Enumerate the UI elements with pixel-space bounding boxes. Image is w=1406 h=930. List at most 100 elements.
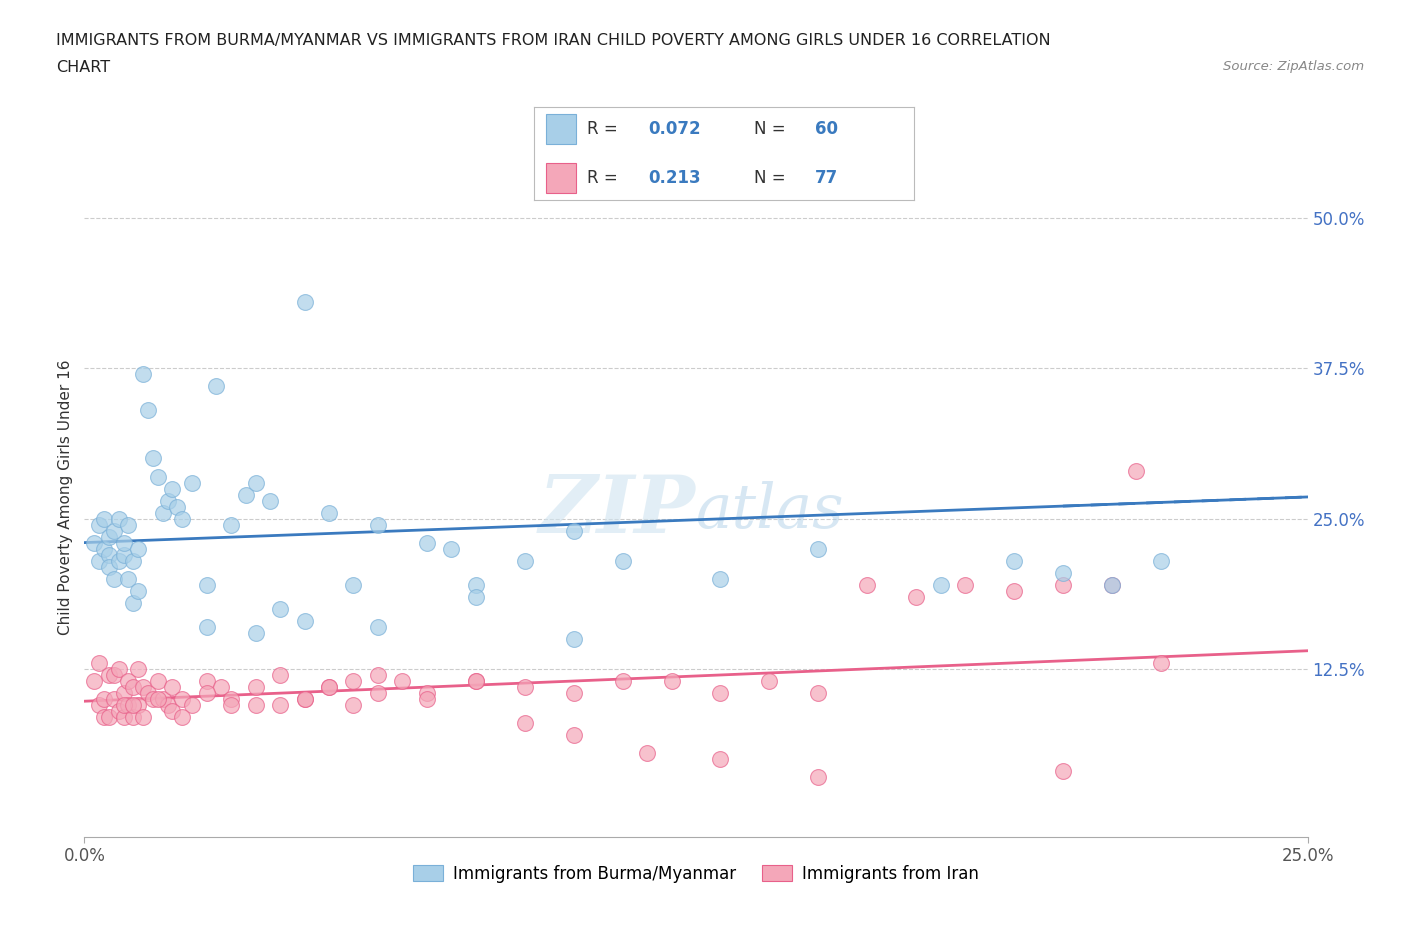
Point [87,553,110,568]
Point [367,619,389,634]
Point [209,679,232,694]
Point [103,691,125,706]
Point [83,673,105,688]
Point [391,673,413,688]
Point [87,656,110,671]
Text: R =: R = [588,168,623,187]
Point [709,751,731,766]
Point [162,679,184,694]
Point [294,295,316,310]
Point [269,602,291,617]
Point [464,673,486,688]
Point [513,553,536,568]
Point [146,469,169,484]
Point [117,571,139,586]
Text: N =: N = [755,120,792,139]
Point [162,703,184,718]
Point [807,541,830,556]
Point [562,727,585,742]
Point [612,553,634,568]
Point [97,547,120,562]
Point [87,517,110,532]
Point [132,367,155,382]
Point [142,691,165,706]
Text: CHART: CHART [56,60,110,75]
Point [93,541,115,556]
Point [122,595,145,610]
Point [219,698,242,712]
Point [103,668,125,683]
Point [661,673,683,688]
Bar [546,114,576,144]
Point [245,475,267,490]
Point [1052,565,1074,580]
Point [112,547,135,562]
Point [562,685,585,700]
Point [152,505,174,520]
Point [1101,578,1123,592]
Point [464,578,486,592]
Point [1002,583,1025,598]
Point [219,691,242,706]
Point [513,715,536,730]
Point [1052,578,1074,592]
Point [245,679,267,694]
Point [97,529,120,544]
Text: IMMIGRANTS FROM BURMA/MYANMAR VS IMMIGRANTS FROM IRAN CHILD POVERTY AMONG GIRLS : IMMIGRANTS FROM BURMA/MYANMAR VS IMMIGRA… [56,33,1050,47]
Point [294,691,316,706]
Point [195,619,218,634]
Point [93,691,115,706]
Point [172,710,194,724]
Point [156,698,179,712]
Point [156,493,179,508]
Point [172,512,194,526]
Point [146,673,169,688]
Point [1150,656,1173,671]
Point [107,512,129,526]
Point [166,499,188,514]
Point [117,673,139,688]
Point [905,590,928,604]
Point [181,475,204,490]
Point [142,451,165,466]
Point [953,578,976,592]
Point [259,493,281,508]
Point [1101,578,1123,592]
Point [1002,553,1025,568]
Point [1150,553,1173,568]
Point [117,517,139,532]
Point [107,553,129,568]
Point [219,517,242,532]
Point [856,578,879,592]
Point [464,590,486,604]
Point [294,691,316,706]
Point [367,668,389,683]
Point [269,668,291,683]
Text: 77: 77 [815,168,838,187]
Point [87,698,110,712]
Point [318,505,340,520]
Text: 0.213: 0.213 [648,168,700,187]
Point [112,685,135,700]
Point [1052,764,1074,778]
Point [440,541,463,556]
Y-axis label: Child Poverty Among Girls Under 16: Child Poverty Among Girls Under 16 [58,360,73,635]
Point [269,698,291,712]
Point [367,685,389,700]
Point [294,613,316,628]
Point [122,710,145,724]
Point [195,685,218,700]
Point [318,679,340,694]
Text: 0.072: 0.072 [648,120,700,139]
Point [612,673,634,688]
Point [758,673,780,688]
Point [342,578,364,592]
Text: ZIP: ZIP [538,472,696,550]
Point [464,673,486,688]
Point [136,403,159,418]
Point [83,535,105,550]
Point [245,625,267,640]
Point [342,698,364,712]
Point [122,698,145,712]
Point [103,571,125,586]
